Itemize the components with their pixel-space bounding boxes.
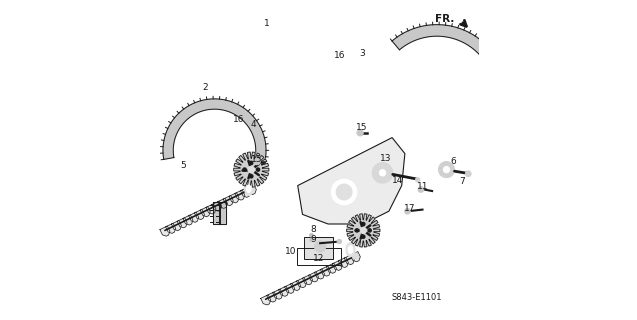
Polygon shape [217,198,227,208]
Polygon shape [241,187,250,197]
Text: 11: 11 [417,182,429,191]
Polygon shape [206,204,216,214]
Text: 16: 16 [233,116,245,124]
Polygon shape [347,214,380,247]
Polygon shape [304,237,333,259]
Text: 2: 2 [202,84,208,92]
Polygon shape [234,152,269,187]
Circle shape [314,241,326,252]
Circle shape [404,208,410,214]
Polygon shape [326,263,336,273]
Circle shape [438,162,455,178]
Circle shape [337,239,341,244]
Text: 13: 13 [380,154,392,163]
Polygon shape [223,196,233,206]
Circle shape [248,186,255,192]
Polygon shape [267,292,276,302]
Text: 9: 9 [310,236,316,244]
Ellipse shape [346,243,355,257]
Polygon shape [350,252,361,262]
Text: 16: 16 [334,52,345,60]
Polygon shape [338,257,348,268]
Text: 8: 8 [310,225,316,234]
Polygon shape [160,226,170,236]
Polygon shape [278,286,289,296]
Polygon shape [303,275,313,285]
Polygon shape [261,295,271,305]
Polygon shape [297,277,306,288]
Polygon shape [229,193,239,203]
Polygon shape [320,266,331,276]
Polygon shape [285,283,294,293]
Circle shape [250,161,253,164]
Polygon shape [171,220,182,231]
Circle shape [331,179,357,205]
Circle shape [415,178,420,182]
Circle shape [360,227,366,234]
Text: 15: 15 [252,155,263,164]
Circle shape [418,187,424,192]
Circle shape [336,184,352,200]
Text: 3: 3 [359,49,364,58]
Circle shape [372,163,393,183]
Circle shape [355,229,359,232]
Polygon shape [166,223,176,233]
Text: 12: 12 [313,254,324,263]
Polygon shape [345,254,354,265]
Circle shape [257,168,260,171]
Text: 10: 10 [285,247,296,256]
Ellipse shape [348,246,353,253]
Circle shape [243,168,246,171]
Circle shape [379,170,385,176]
Circle shape [368,229,371,232]
Text: 15: 15 [356,124,368,132]
Polygon shape [333,260,342,270]
Polygon shape [189,212,199,222]
Circle shape [352,253,359,259]
Circle shape [310,233,313,237]
Text: 4: 4 [250,120,256,129]
Polygon shape [200,207,210,217]
Circle shape [466,171,471,177]
Circle shape [254,158,261,165]
Polygon shape [308,272,318,282]
Polygon shape [290,280,301,291]
Polygon shape [163,99,266,159]
Polygon shape [297,138,405,224]
Circle shape [357,130,363,136]
Circle shape [248,166,255,173]
Ellipse shape [247,185,251,193]
Polygon shape [211,201,222,211]
Polygon shape [273,289,283,299]
Circle shape [362,222,365,226]
Circle shape [310,238,313,242]
Text: 5: 5 [180,161,186,170]
Text: 7: 7 [460,177,466,186]
Text: 1: 1 [264,19,270,28]
Circle shape [443,166,450,173]
Text: 6: 6 [450,157,457,166]
Polygon shape [213,202,220,224]
Polygon shape [194,209,204,220]
Polygon shape [247,184,256,195]
Polygon shape [315,269,324,279]
Circle shape [362,235,365,238]
Polygon shape [177,218,187,228]
Text: 14: 14 [392,176,404,185]
Text: FR.: FR. [435,13,455,24]
Polygon shape [183,215,193,225]
Polygon shape [392,25,506,94]
Circle shape [250,175,253,178]
Ellipse shape [245,182,253,196]
Text: 17: 17 [404,204,415,213]
Polygon shape [218,202,225,224]
Polygon shape [235,190,245,200]
Text: S843-E1101: S843-E1101 [392,293,442,302]
